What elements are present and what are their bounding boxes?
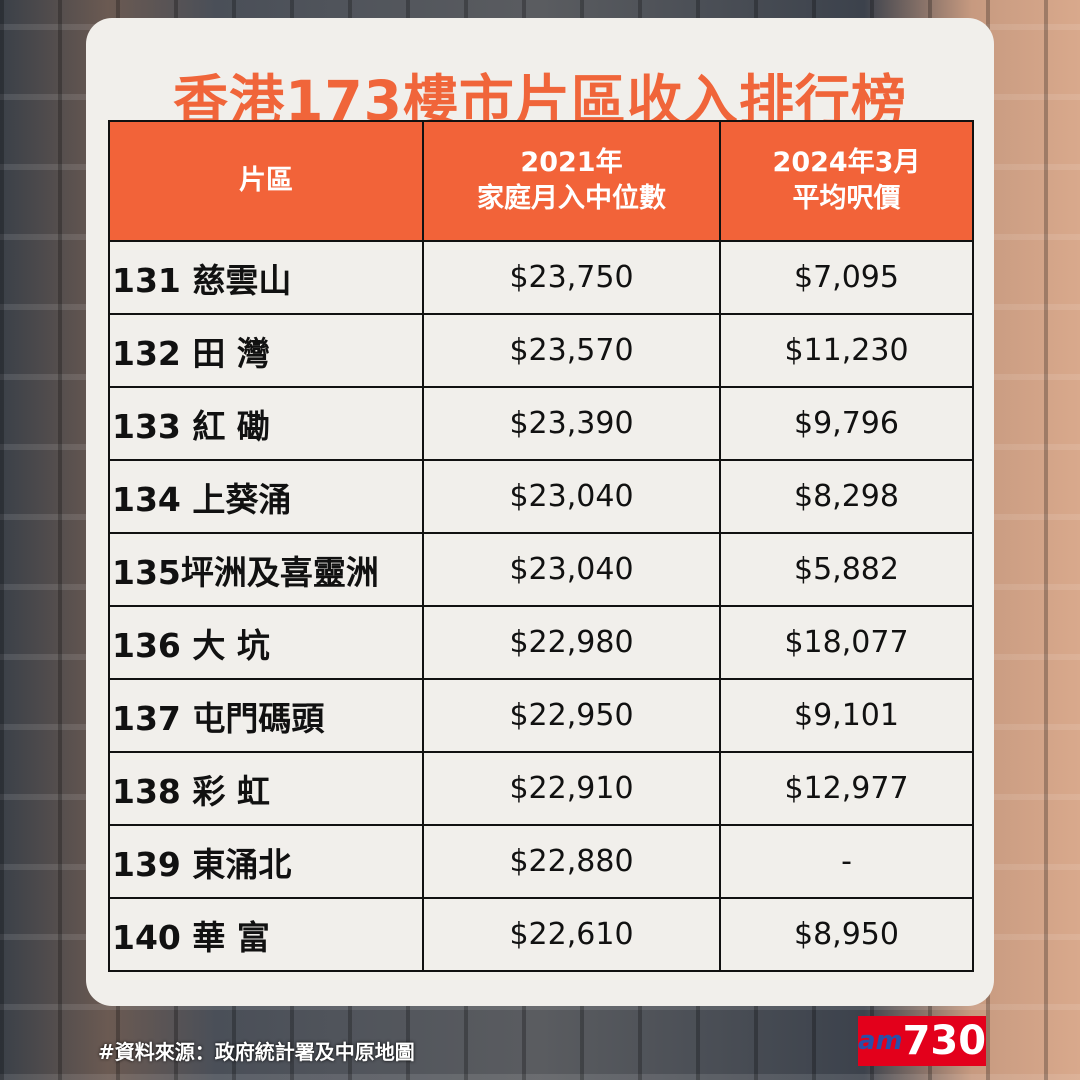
income-cell: $23,040 xyxy=(422,532,721,607)
price-cell: $12,977 xyxy=(719,751,974,826)
district-cell: 138 彩 虹 xyxy=(108,751,424,826)
income-cell: $23,390 xyxy=(422,386,721,461)
table-row: 132 田 灣 $23,570 $11,230 xyxy=(108,313,974,388)
income-cell: $22,950 xyxy=(422,678,721,753)
table-row: 135坪洲及喜靈洲 $23,040 $5,882 xyxy=(108,532,974,607)
district-cell: 136 大 坑 xyxy=(108,605,424,680)
income-cell: $23,750 xyxy=(422,240,721,315)
income-cell: $22,610 xyxy=(422,897,721,972)
price-cell: $18,077 xyxy=(719,605,974,680)
price-cell: $7,095 xyxy=(719,240,974,315)
table-header-row: 片區 2021年 家庭月入中位數 2024年3月 平均呎價 xyxy=(108,120,974,242)
am730-logo: am 730 xyxy=(857,1016,987,1066)
price-cell: $8,298 xyxy=(719,459,974,534)
infographic-card: 香港173樓市片區收入排行榜 片區 2021年 家庭月入中位數 2024年3月 平均… xyxy=(86,18,994,1006)
income-cell: $23,040 xyxy=(422,459,721,534)
price-cell: $8,950 xyxy=(719,897,974,972)
district-cell: 133 紅 磡 xyxy=(108,386,424,461)
table-row: 136 大 坑 $22,980 $18,077 xyxy=(108,605,974,680)
price-cell: $5,882 xyxy=(719,532,974,607)
income-cell: $23,570 xyxy=(422,313,721,388)
income-cell: $22,880 xyxy=(422,824,721,899)
district-cell: 137 屯門碼頭 xyxy=(108,678,424,753)
table-row: 134 上葵涌 $23,040 $8,298 xyxy=(108,459,974,534)
header-price: 2024年3月 平均呎價 xyxy=(719,120,974,242)
district-cell: 131 慈雲山 xyxy=(108,240,424,315)
district-cell: 134 上葵涌 xyxy=(108,459,424,534)
district-cell: 140 華 富 xyxy=(108,897,424,972)
price-cell: - xyxy=(719,824,974,899)
ranking-table: 片區 2021年 家庭月入中位數 2024年3月 平均呎價 131 慈雲山 $23,7… xyxy=(108,120,974,972)
district-cell: 132 田 灣 xyxy=(108,313,424,388)
table-row: 137 屯門碼頭 $22,950 $9,101 xyxy=(108,678,974,753)
price-cell: $9,796 xyxy=(719,386,974,461)
district-cell: 139 東涌北 xyxy=(108,824,424,899)
table-row: 139 東涌北 $22,880- xyxy=(108,824,974,899)
income-cell: $22,980 xyxy=(422,605,721,680)
price-cell: $9,101 xyxy=(719,678,974,753)
header-income: 2021年 家庭月入中位數 xyxy=(422,120,721,242)
income-cell: $22,910 xyxy=(422,751,721,826)
table-row: 140 華 富 $22,610 $8,950 xyxy=(108,897,974,972)
source-note: #資料來源：政府統計署及中原地圖 xyxy=(98,1040,415,1064)
header-district: 片區 xyxy=(108,120,424,242)
price-cell: $11,230 xyxy=(719,313,974,388)
table-row: 131 慈雲山 $23,750 $7,095 xyxy=(108,240,974,315)
table-row: 133 紅 磡 $23,390 $9,796 xyxy=(108,386,974,461)
table-row: 138 彩 虹 $22,910 $12,977 xyxy=(108,751,974,826)
district-cell: 135坪洲及喜靈洲 xyxy=(108,532,424,607)
